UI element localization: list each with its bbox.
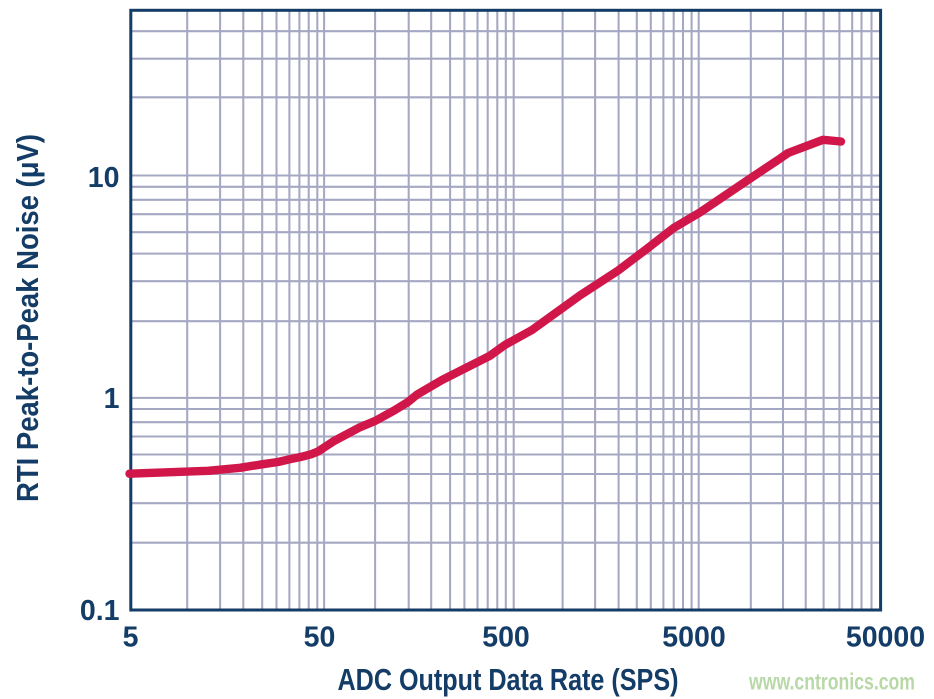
svg-text:0.1: 0.1 [80,595,120,627]
svg-text:RTI Peak-to-Peak Noise (μV): RTI Peak-to-Peak Noise (μV) [10,134,45,502]
svg-text:1: 1 [104,383,120,415]
svg-text:10: 10 [88,162,120,194]
svg-text:500: 500 [482,622,530,654]
svg-text:5000: 5000 [662,622,725,654]
svg-text:50000: 50000 [846,622,925,654]
svg-text:5: 5 [123,622,139,654]
svg-text:ADC Output Data Rate (SPS): ADC Output Data Rate (SPS) [338,662,679,697]
svg-text:www.cntronics.com: www.cntronics.com [748,669,915,695]
svg-text:50: 50 [304,622,336,654]
